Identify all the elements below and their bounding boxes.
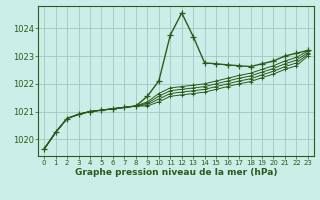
X-axis label: Graphe pression niveau de la mer (hPa): Graphe pression niveau de la mer (hPa) bbox=[75, 168, 277, 177]
